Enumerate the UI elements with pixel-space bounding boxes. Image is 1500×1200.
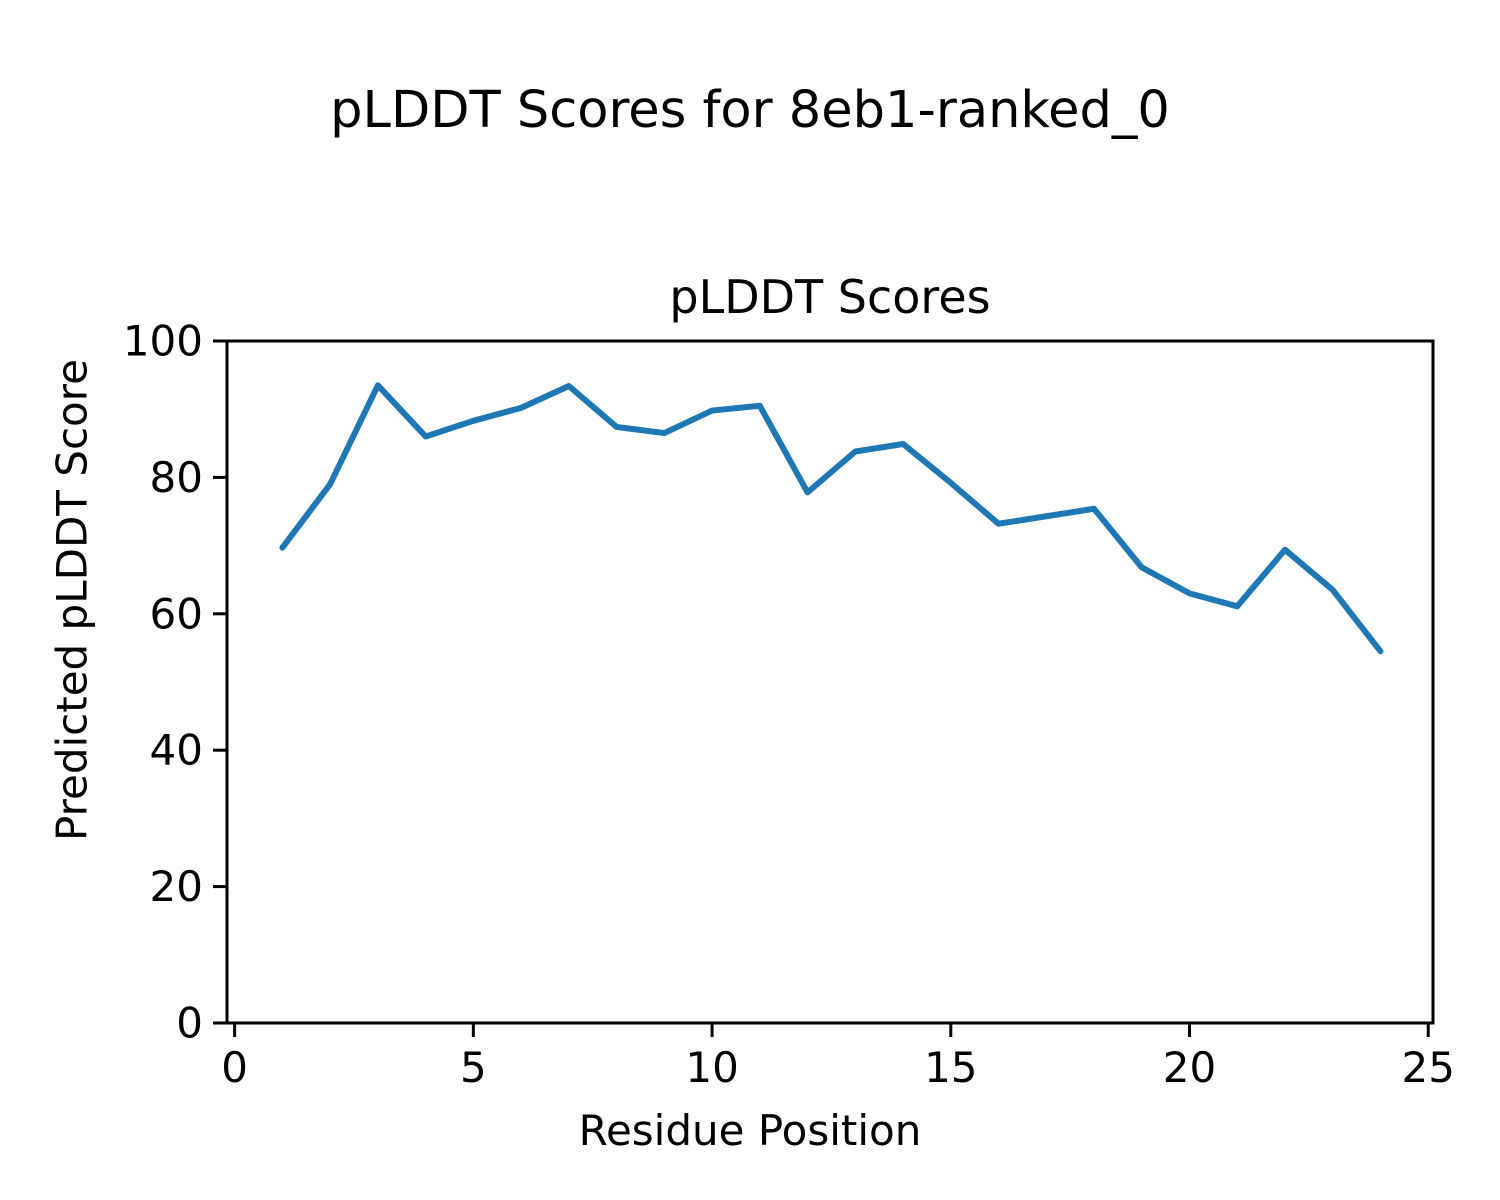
figure-title: pLDDT Scores for 8eb1-ranked_0 bbox=[330, 81, 1170, 140]
x-tick-label: 15 bbox=[924, 1043, 977, 1092]
x-tick-label: 25 bbox=[1401, 1043, 1454, 1092]
axes-box bbox=[225, 339, 1435, 1025]
axes-title: pLDDT Scores bbox=[669, 270, 991, 324]
x-tick-label: 20 bbox=[1163, 1043, 1216, 1092]
y-tick-label: 80 bbox=[150, 453, 203, 502]
y-tick-label: 20 bbox=[150, 862, 203, 911]
y-tick-label: 40 bbox=[150, 726, 203, 775]
x-axis-label: Residue Position bbox=[578, 1106, 922, 1155]
x-tick-label: 10 bbox=[685, 1043, 738, 1092]
y-tick-label: 0 bbox=[176, 999, 203, 1048]
y-tick-label: 100 bbox=[123, 317, 203, 366]
x-tick-label: 0 bbox=[221, 1043, 248, 1092]
plddt-line bbox=[279, 382, 1384, 655]
x-tick-label: 5 bbox=[460, 1043, 487, 1092]
y-tick-label: 60 bbox=[150, 589, 203, 638]
